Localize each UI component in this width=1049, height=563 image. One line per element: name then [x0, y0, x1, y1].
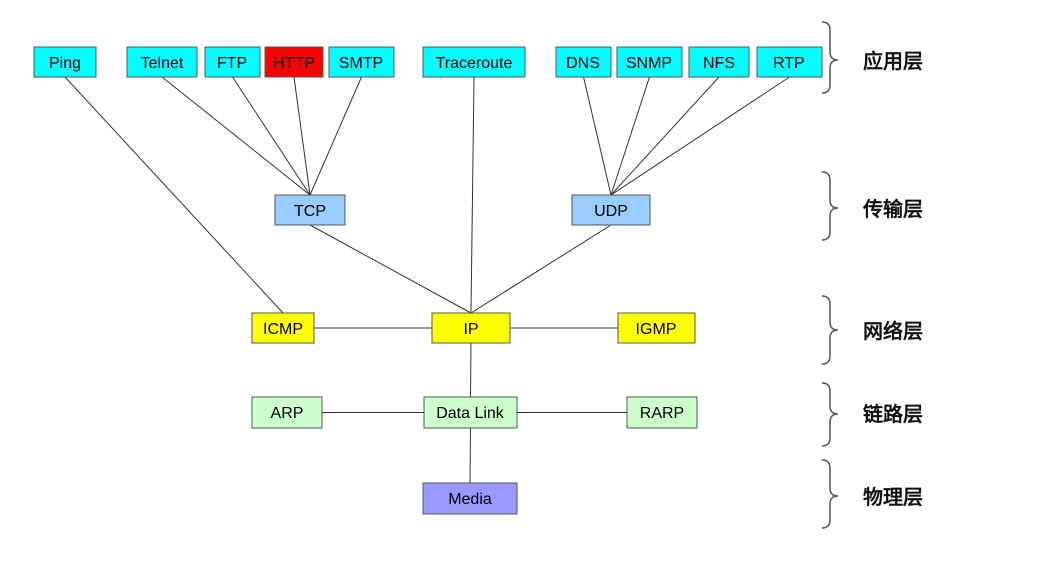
node-icmp-label: ICMP: [263, 321, 303, 338]
node-tcp-box: [274, 194, 346, 226]
node-dns: DNS: [555, 46, 612, 78]
edge-rtp-udp: [610, 76, 790, 196]
node-arp-box: [251, 396, 323, 429]
node-telnet: Telnet: [126, 46, 198, 78]
layer-transport-brace: [821, 171, 839, 241]
node-http-box: [264, 46, 324, 78]
node-igmp: IGMP: [617, 312, 696, 344]
node-rtp: RTP: [756, 46, 823, 78]
layer-physical-label: 物理层: [863, 485, 923, 509]
node-traceroute-label: Traceroute: [436, 55, 513, 72]
layer-physical-brace: [821, 459, 839, 529]
node-ping: Ping: [33, 46, 97, 78]
node-ftp-label: FTP: [217, 55, 247, 72]
node-ip-label: IP: [463, 321, 478, 338]
edge-udp-ip: [470, 224, 612, 314]
node-dns-box: [555, 46, 612, 78]
node-media: Media: [422, 482, 518, 515]
layer-transport: 传输层: [821, 171, 923, 241]
node-icmp: ICMP: [251, 312, 315, 344]
edge-tcp-ip: [309, 224, 472, 314]
node-nfs-label: NFS: [703, 55, 735, 72]
node-nfs: NFS: [688, 46, 750, 78]
edge-http-tcp: [293, 76, 311, 196]
node-traceroute: Traceroute: [422, 46, 526, 78]
node-media-label: Media: [448, 491, 492, 508]
node-snmp: SNMP: [616, 46, 683, 78]
edge-snmp-udp: [610, 76, 650, 196]
node-telnet-box: [126, 46, 198, 78]
node-ftp: FTP: [204, 46, 261, 78]
node-datalink-label: Data Link: [436, 405, 505, 422]
node-rarp: RARP: [626, 396, 698, 429]
layer-application: 应用层: [821, 21, 923, 94]
node-arp: ARP: [251, 396, 323, 429]
node-telnet-label: Telnet: [141, 55, 184, 72]
node-rarp-label: RARP: [640, 405, 684, 422]
edge-dns-udp: [583, 76, 612, 196]
layer-physical: 物理层: [821, 459, 923, 529]
node-rarp-box: [626, 396, 698, 429]
node-ping-label: Ping: [49, 55, 81, 72]
nodes: Ping Telnet FTP HTTP SMTP Traceroute DNS: [33, 46, 823, 515]
edges: [64, 76, 790, 484]
edge-ip-datalink: [470, 342, 472, 398]
node-traceroute-box: [422, 46, 526, 78]
node-rtp-label: RTP: [773, 55, 805, 72]
edge-traceroute-ip: [470, 76, 475, 314]
layer-application-brace: [821, 21, 839, 94]
edge-datalink-media: [469, 427, 471, 484]
node-datalink: Data Link: [423, 396, 518, 429]
edge-smtp-tcp: [309, 76, 362, 196]
node-tcp-label: TCP: [294, 203, 326, 220]
node-ftp-box: [204, 46, 261, 78]
node-smtp: SMTP: [328, 46, 395, 78]
edge-ftp-tcp: [232, 76, 311, 196]
layer-link-brace: [821, 382, 839, 447]
node-udp-label: UDP: [594, 203, 628, 220]
node-udp-box: [571, 194, 651, 226]
node-snmp-box: [616, 46, 683, 78]
node-http-label: HTTP: [273, 55, 315, 72]
layer-link-label: 链路层: [863, 402, 923, 426]
node-tcp: TCP: [274, 194, 346, 226]
node-ip: IP: [431, 312, 511, 344]
node-rtp-box: [756, 46, 823, 78]
node-smtp-box: [328, 46, 395, 78]
layer-link: 链路层: [821, 382, 923, 447]
node-nfs-box: [688, 46, 750, 78]
edge-telnet-tcp: [161, 76, 311, 196]
node-snmp-label: SNMP: [626, 55, 672, 72]
layer-labels: 应用层 传输层 网络层 链路层 物理层: [821, 21, 923, 529]
layer-network-label: 网络层: [863, 319, 923, 343]
node-igmp-box: [617, 312, 696, 344]
node-arp-label: ARP: [271, 405, 304, 422]
node-ip-box: [431, 312, 511, 344]
node-igmp-label: IGMP: [636, 321, 677, 338]
edge-ping-icmp: [64, 76, 284, 314]
edge-nfs-udp: [610, 76, 720, 196]
layer-application-label: 应用层: [863, 49, 923, 73]
layer-network: 网络层: [821, 295, 923, 365]
node-udp: UDP: [571, 194, 651, 226]
node-http: HTTP: [264, 46, 324, 78]
node-smtp-label: SMTP: [339, 55, 383, 72]
layer-transport-label: 传输层: [862, 197, 923, 221]
layer-network-brace: [821, 295, 839, 365]
node-icmp-box: [251, 312, 315, 344]
node-ping-box: [33, 46, 97, 78]
node-dns-label: DNS: [566, 55, 600, 72]
node-datalink-box: [423, 396, 518, 429]
node-media-box: [422, 482, 518, 515]
